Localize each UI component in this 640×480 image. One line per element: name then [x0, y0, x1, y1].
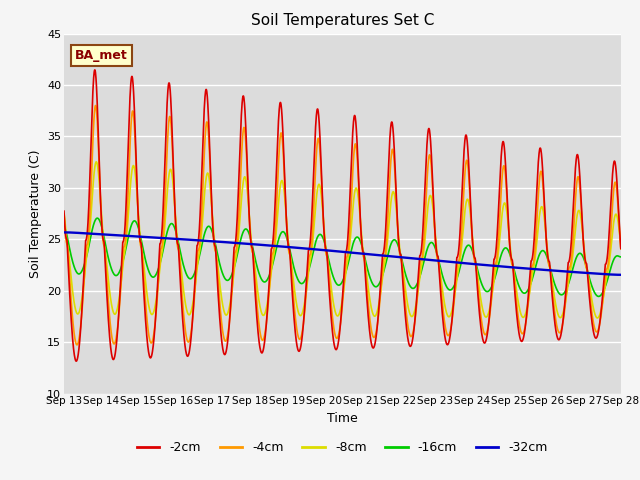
Text: BA_met: BA_met — [75, 49, 128, 62]
Y-axis label: Soil Temperature (C): Soil Temperature (C) — [29, 149, 42, 278]
X-axis label: Time: Time — [327, 412, 358, 425]
Title: Soil Temperatures Set C: Soil Temperatures Set C — [251, 13, 434, 28]
Legend: -2cm, -4cm, -8cm, -16cm, -32cm: -2cm, -4cm, -8cm, -16cm, -32cm — [132, 436, 553, 459]
